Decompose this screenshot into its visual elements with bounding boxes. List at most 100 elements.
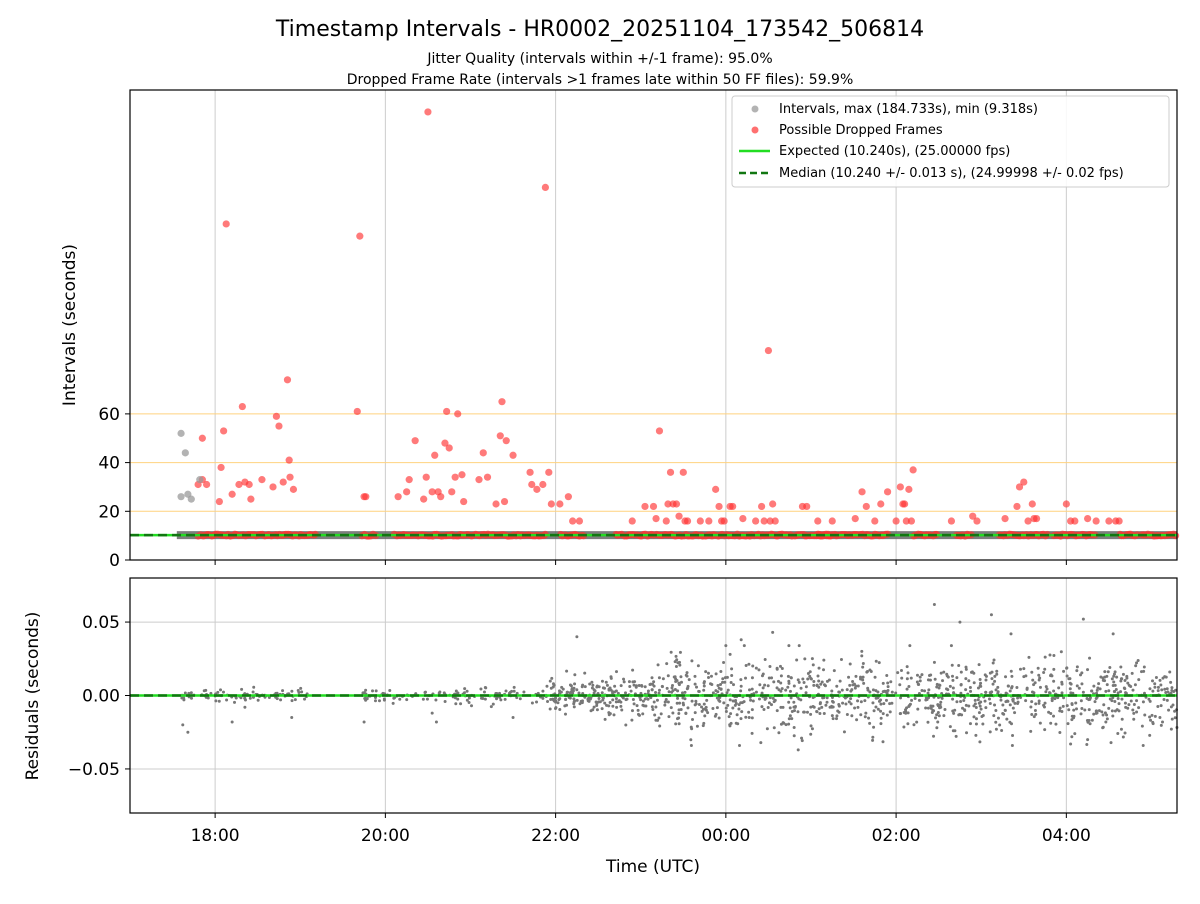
residual-point — [695, 685, 699, 689]
legend-box — [731, 95, 1170, 188]
residual-point — [660, 685, 664, 689]
residual-point — [742, 700, 746, 704]
residual-point — [984, 706, 988, 710]
dropped-frame-point — [683, 517, 692, 525]
residual-point — [491, 702, 495, 706]
residual-point — [1043, 667, 1047, 671]
residual-point — [967, 704, 971, 708]
residual-point — [1019, 696, 1023, 700]
residual-point — [918, 679, 922, 683]
residual-point — [391, 701, 395, 705]
residual-point — [290, 699, 294, 703]
residual-point — [1049, 673, 1053, 677]
residual-point — [822, 712, 826, 716]
residual-point — [779, 705, 783, 709]
residual-point — [1027, 655, 1031, 659]
dropped-frame-point — [851, 515, 859, 523]
residual-point — [1124, 691, 1128, 695]
residual-point — [924, 706, 928, 710]
dropped-frame-point — [575, 517, 584, 525]
residual-point — [768, 696, 772, 700]
residual-point — [787, 679, 791, 683]
residual-point — [382, 698, 386, 702]
residual-point — [1113, 670, 1117, 674]
residual-point — [809, 705, 813, 709]
residual-point — [1068, 687, 1072, 691]
residual-point — [189, 691, 193, 695]
residual-point — [1085, 742, 1089, 746]
residual-point — [832, 669, 836, 673]
residual-point — [1126, 681, 1130, 685]
residual-point — [763, 683, 767, 687]
dropped-frame-point — [353, 407, 361, 416]
residual-point — [639, 698, 643, 702]
residual-point — [541, 689, 545, 693]
residual-point — [694, 699, 698, 703]
residual-point — [871, 688, 875, 692]
residual-point — [421, 697, 425, 701]
residual-point — [723, 680, 727, 684]
residual-point — [841, 701, 845, 705]
dropped-frame-point — [672, 500, 681, 508]
residual-point — [792, 684, 796, 688]
dropped-frame-point — [696, 517, 704, 525]
residual-point — [957, 664, 961, 668]
residual-point — [802, 710, 806, 714]
residual-point — [771, 630, 775, 634]
residual-point — [693, 682, 697, 686]
residual-point — [728, 723, 732, 727]
residual-point — [1113, 699, 1117, 703]
dropped-frame-point — [902, 517, 910, 525]
residual-point — [575, 698, 579, 702]
residual-point — [790, 710, 794, 714]
residual-point — [607, 711, 611, 715]
residual-point — [1043, 701, 1047, 705]
residual-point — [565, 690, 569, 694]
residual-point — [1140, 724, 1144, 728]
residual-point — [974, 717, 978, 721]
dropped-frame-point — [528, 480, 536, 489]
residual-point — [685, 671, 689, 675]
dropped-frame-point — [871, 517, 879, 525]
residual-point — [977, 663, 981, 667]
residual-point — [968, 685, 972, 689]
residual-point — [371, 689, 375, 693]
residual-point — [842, 730, 846, 734]
residual-point — [510, 689, 514, 693]
residual-point — [974, 722, 978, 726]
residual-point — [653, 713, 657, 717]
residual-point — [499, 698, 503, 702]
dropped-frame-point — [641, 502, 649, 511]
residual-point — [839, 657, 843, 661]
residual-point — [818, 701, 822, 705]
residual-point — [917, 682, 921, 686]
dropped-frame-point — [198, 434, 206, 442]
residual-point — [905, 677, 909, 681]
residual-point — [935, 685, 939, 689]
residual-point — [978, 704, 982, 708]
dropped-frame-point — [539, 480, 547, 489]
residual-point — [1006, 699, 1010, 703]
residual-point — [793, 705, 797, 709]
residual-point — [530, 701, 534, 705]
residual-point — [1148, 687, 1152, 691]
residual-point — [759, 741, 763, 745]
residual-point — [583, 685, 587, 689]
residual-point — [917, 698, 921, 702]
intervals-y-ticks: 0 20 40 60 — [98, 405, 130, 571]
residual-point — [979, 684, 983, 688]
residual-point — [669, 650, 673, 654]
residual-point — [1081, 690, 1085, 694]
residual-point — [704, 708, 708, 712]
residual-point — [577, 691, 581, 695]
dropped-frame-point — [1115, 517, 1123, 525]
residual-point — [181, 723, 185, 727]
legend-marker-intervals — [751, 105, 759, 113]
residual-point — [1031, 678, 1035, 682]
residual-point — [1048, 691, 1052, 695]
residual-point — [661, 677, 665, 681]
residual-point — [816, 674, 820, 678]
residual-point — [803, 657, 807, 661]
residual-point — [787, 722, 791, 726]
dropped-frame-point — [356, 232, 364, 240]
